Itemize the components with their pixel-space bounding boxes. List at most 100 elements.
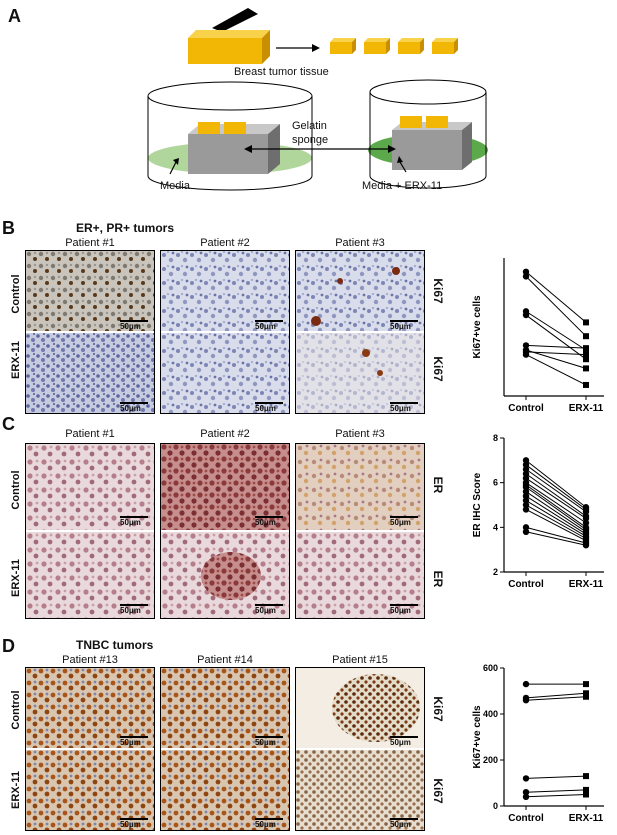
micrograph: [161, 668, 289, 748]
data-point-erx: [582, 519, 590, 527]
scale-bar: 50μm: [120, 516, 148, 527]
tissue-pieces: [330, 38, 458, 54]
pair-line: [525, 271, 587, 323]
micrograph: [26, 750, 154, 830]
side-label-er: ER: [431, 476, 445, 494]
y-tick-label: 4: [493, 522, 498, 532]
scale-bar: 50μm: [120, 402, 148, 413]
data-point-control: [522, 342, 530, 349]
data-point-control: [522, 466, 530, 473]
patient-label: Patient #3: [335, 428, 385, 440]
chart-panel-b: Control ERX-11 Ki67+ve cells: [472, 258, 604, 414]
pair-line: [525, 794, 587, 798]
scale-bar: 50μm: [390, 736, 418, 747]
scale-bar: 50μm: [255, 516, 283, 527]
x-tick-label: Control: [508, 579, 544, 590]
pair-line: [525, 310, 587, 351]
data-point-control: [522, 475, 530, 482]
data-point-control: [522, 268, 530, 275]
data-point-control: [522, 775, 530, 782]
data-point-erx: [583, 333, 589, 340]
micrograph: [161, 532, 289, 618]
scale-bar: 50μm: [120, 320, 148, 331]
patient-frame: [295, 443, 425, 619]
micrograph: [296, 444, 424, 530]
patient-label: Patient #15: [332, 654, 388, 666]
media-label: Media: [160, 180, 190, 192]
micrograph: [26, 532, 154, 618]
pair-line: [525, 509, 587, 542]
patient-frame: [295, 250, 425, 414]
y-tick-label: 0: [493, 801, 498, 811]
patient-frame: [160, 443, 290, 619]
data-point-control: [522, 492, 530, 500]
media-erx-label: Media + ERX-11: [362, 180, 443, 192]
panel-b-title: ER+, PR+ tumors: [76, 221, 175, 235]
arrow-media-right: [399, 161, 407, 173]
scale-bar: 50μm: [255, 818, 283, 829]
micrograph: [26, 333, 154, 413]
y-tick-label: 400: [483, 709, 498, 719]
pair-line: [525, 696, 587, 701]
pair-line: [525, 276, 587, 337]
scale-bar: 50μm: [255, 402, 283, 413]
scale-bar: 50μm: [255, 320, 283, 331]
patient-label: Patient #1: [65, 237, 115, 249]
data-point-control: [522, 470, 530, 477]
x-tick-label: ERX-11: [569, 579, 604, 590]
data-point-erx: [583, 690, 589, 697]
micrograph: [161, 333, 289, 413]
data-point-erx: [583, 381, 589, 388]
micrograph: [26, 251, 154, 331]
data-point-control: [522, 506, 530, 513]
data-point-control: [522, 501, 530, 509]
pair-line: [525, 486, 587, 530]
data-point-erx: [583, 319, 589, 326]
pair-line: [525, 692, 587, 699]
pair-line: [525, 531, 587, 546]
x-tick-label: Control: [508, 403, 544, 414]
arrow-media-left: [169, 161, 177, 175]
chart-panel-c: 2 4 6 8 Control ERX-11 ER IHC Score: [472, 433, 604, 590]
row-label-control: Control: [10, 690, 22, 730]
y-tick-label: 600: [483, 663, 498, 673]
scale-bar: 50μm: [390, 320, 418, 331]
data-point-control: [522, 457, 530, 464]
data-point-control: [522, 793, 530, 800]
row-label-erx: ERX-11: [10, 559, 22, 597]
scale-bar: 50μm: [255, 604, 283, 615]
data-point-control: [522, 680, 530, 688]
x-tick-label: Control: [508, 813, 544, 824]
tissue-label: Breast tumor tissue: [234, 66, 329, 78]
pair-line: [525, 344, 587, 349]
scale-bar: 50μm: [390, 604, 418, 615]
micrograph: [161, 750, 289, 830]
pair-line: [525, 473, 587, 517]
panel-d-title: TNBC tumors: [76, 638, 154, 652]
data-point-control: [522, 528, 530, 535]
gelatin-label-1: Gelatin: [292, 120, 327, 132]
data-point-erx: [582, 515, 590, 522]
panel-letter-c: C: [2, 414, 15, 434]
side-label-ki67: Ki67: [431, 356, 445, 382]
data-point-control: [522, 488, 530, 495]
data-point-control: [522, 273, 530, 280]
culture-dish-left: [147, 81, 313, 191]
data-point-erx: [583, 345, 589, 352]
scale-bar: 50μm: [120, 736, 148, 747]
pair-line: [525, 459, 587, 508]
patient-label: Patient #14: [197, 654, 253, 666]
x-tick-label: ERX-11: [569, 813, 604, 824]
data-point-control: [522, 483, 530, 491]
pair-line: [525, 477, 587, 519]
data-point-control: [522, 697, 530, 704]
micrograph: [296, 333, 424, 413]
patient-label: Patient #13: [62, 654, 118, 666]
pair-line: [525, 482, 587, 524]
tissue-block-large: [188, 30, 270, 64]
pair-line: [525, 351, 587, 356]
scale-bar: 50μm: [390, 402, 418, 413]
data-point-control: [522, 351, 530, 358]
scale-bar: 50μm: [120, 604, 148, 615]
micrograph: [296, 251, 424, 331]
